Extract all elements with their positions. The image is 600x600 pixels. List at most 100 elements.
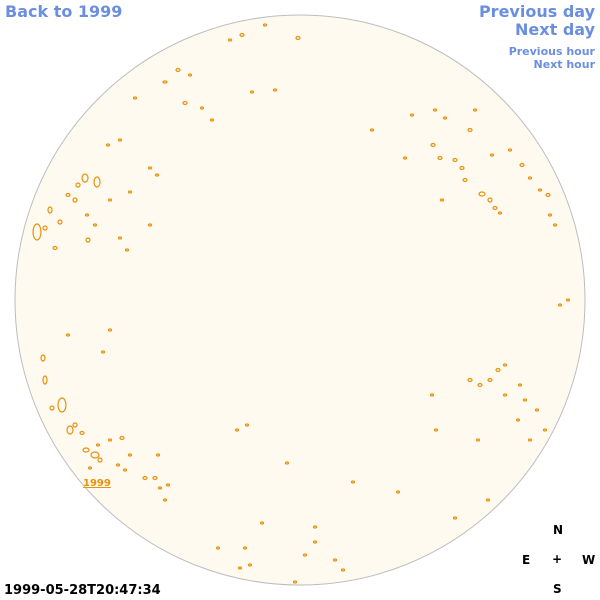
contour-blob: [142, 475, 148, 481]
contour-blob: [147, 223, 153, 227]
contour-blob: [409, 113, 415, 117]
back-to-year-link[interactable]: Back to 1999: [5, 2, 123, 21]
contour-blob: [467, 127, 473, 133]
contour-blob: [478, 191, 486, 197]
contour-blob: [429, 393, 435, 397]
contour-blob: [79, 430, 85, 436]
contour-blob: [249, 90, 255, 94]
contour-blob: [175, 67, 181, 73]
contour-blob: [239, 32, 245, 38]
contour-blob: [182, 100, 188, 106]
contour-blob: [284, 461, 290, 465]
contour-blob: [107, 198, 113, 202]
contour-blob: [132, 96, 138, 100]
contour-blob: [502, 393, 508, 397]
contour-blob: [52, 245, 58, 251]
contour-blob: [552, 223, 558, 227]
next-day-link[interactable]: Next day: [515, 20, 595, 39]
contour-blob: [81, 173, 89, 183]
contour-blob: [42, 225, 48, 231]
contour-blob: [459, 165, 465, 171]
contour-blob: [452, 157, 458, 163]
contour-blob: [42, 375, 48, 385]
contour-blob: [489, 153, 495, 157]
compass-south: S: [553, 582, 562, 596]
contour-blob: [115, 463, 121, 467]
previous-hour-link[interactable]: Previous hour: [508, 45, 595, 58]
contour-blob: [442, 116, 448, 120]
contour-blob: [244, 423, 250, 427]
contour-blob: [65, 192, 71, 198]
contour-blob: [72, 197, 78, 203]
contour-blob: [262, 23, 268, 27]
contour-blob: [49, 405, 55, 411]
contour-blob: [93, 176, 101, 188]
contour-blob: [517, 383, 523, 387]
contour-blob: [272, 88, 278, 92]
contour-blob: [527, 438, 533, 442]
contour-blob: [237, 566, 243, 570]
previous-day-link[interactable]: Previous day: [478, 2, 595, 21]
contour-blob: [122, 468, 128, 472]
contour-blob: [154, 173, 160, 177]
contour-blob: [547, 213, 553, 217]
contour-blob: [152, 475, 158, 481]
contour-blob: [432, 108, 438, 112]
compass-north: N: [553, 523, 564, 537]
contour-blob: [467, 377, 473, 383]
contour-blob: [82, 447, 90, 453]
contour-blob: [162, 80, 168, 84]
contour-blob: [487, 197, 493, 203]
contour-blob: [452, 516, 458, 520]
contour-blob: [75, 182, 81, 188]
contour-blob: [157, 486, 163, 490]
contour-blob: [87, 466, 93, 470]
contour-blob: [199, 106, 205, 110]
contour-blob: [302, 553, 308, 557]
contour-blob: [369, 128, 375, 132]
compass-west: W: [582, 553, 596, 567]
contour-blob: [340, 568, 346, 572]
contour-blob: [472, 108, 478, 112]
contour-blob: [165, 483, 171, 487]
contour-blob: [557, 303, 563, 307]
contour-blob: [433, 428, 439, 432]
contour-blob: [215, 546, 221, 550]
contour-blob: [107, 438, 113, 442]
contour-blob: [209, 118, 215, 122]
contour-blob: [515, 418, 521, 422]
contour-blob: [66, 425, 74, 435]
contour-blob: [545, 192, 551, 198]
contour-blob: [259, 521, 265, 525]
contour-blob: [92, 223, 98, 227]
contour-blob: [72, 422, 78, 428]
contour-blob: [242, 546, 248, 550]
contour-blob: [105, 143, 111, 147]
contour-blob: [430, 142, 436, 148]
contour-blob: [85, 237, 91, 243]
contour-blob: [485, 498, 491, 502]
contour-blob: [155, 453, 161, 457]
contour-blob: [487, 377, 493, 383]
contour-blob: [127, 453, 133, 457]
contour-blob: [492, 205, 498, 211]
contour-blob: [32, 223, 42, 241]
contour-blob: [312, 540, 318, 544]
contour-blob: [247, 563, 253, 567]
contour-blob: [495, 367, 501, 373]
contour-blob: [107, 328, 113, 332]
contour-blob: [119, 435, 125, 441]
contour-blob: [47, 206, 53, 214]
contour-blob: [97, 457, 103, 463]
contour-blob: [497, 211, 503, 215]
contour-blob: [127, 190, 133, 194]
contour-blob: [502, 363, 508, 367]
contour-blob: [40, 354, 46, 362]
contour-blob: [84, 213, 90, 217]
contour-blob: [90, 451, 100, 459]
year-link[interactable]: 1999: [83, 478, 111, 489]
contour-blob: [100, 350, 106, 354]
contour-blob: [57, 219, 63, 225]
next-hour-link[interactable]: Next hour: [533, 58, 596, 71]
contour-blob: [542, 428, 548, 432]
